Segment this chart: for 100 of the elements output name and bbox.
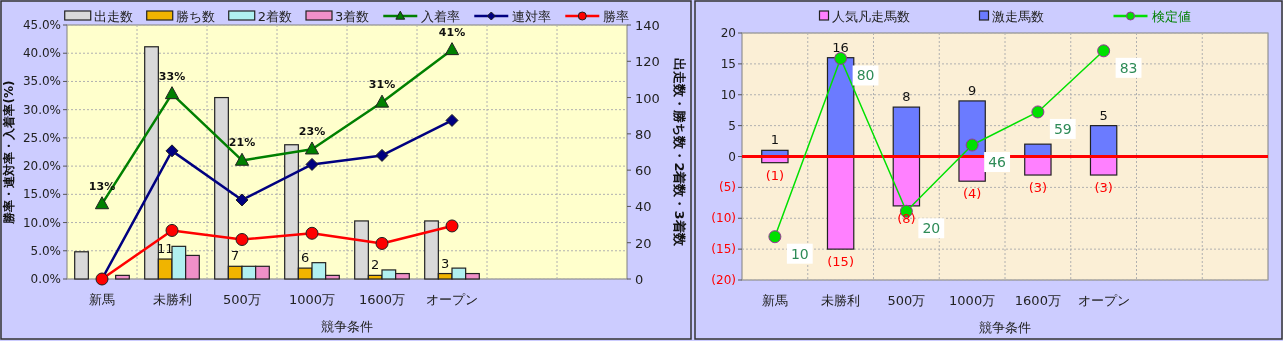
y-axis-title: 勝率・連対率・入着率(%) bbox=[2, 80, 16, 225]
data-label: (15) bbox=[827, 254, 854, 270]
data-label: 5 bbox=[1099, 107, 1108, 123]
data-label: 1 bbox=[770, 132, 780, 148]
y-tick-label: 30.0% bbox=[22, 102, 61, 117]
y-tick-label: 40.0% bbox=[22, 46, 61, 61]
point bbox=[165, 144, 179, 158]
legend-label: 連対率 bbox=[512, 9, 552, 24]
y2-tick-label: 100 bbox=[635, 90, 660, 106]
point bbox=[234, 152, 250, 166]
data-label: 7 bbox=[231, 248, 240, 264]
point bbox=[445, 113, 459, 127]
x-tick-label: 1600万 bbox=[358, 292, 406, 307]
data-label: 8 bbox=[902, 89, 911, 105]
data-label: 46 bbox=[988, 154, 1007, 171]
data-label: 41% bbox=[438, 25, 466, 39]
data-label: 3 bbox=[441, 255, 450, 271]
x-tick-label: 500万 bbox=[887, 293, 926, 308]
data-label: 31% bbox=[368, 78, 396, 92]
y-tick-label: (5) bbox=[719, 180, 736, 195]
x-tick-label: 未勝利 bbox=[821, 293, 861, 308]
point bbox=[164, 86, 180, 100]
legend-label: 勝ち数 bbox=[175, 9, 215, 24]
bar bbox=[892, 106, 921, 158]
point bbox=[235, 193, 249, 207]
y2-tick-label: 20 bbox=[635, 235, 652, 251]
data-label: (3) bbox=[1094, 180, 1113, 196]
data-label: (1) bbox=[765, 167, 785, 183]
legend-label: 勝率 bbox=[603, 9, 630, 24]
y2-tick-label: 140 bbox=[635, 18, 660, 33]
data-label: 16 bbox=[832, 39, 849, 55]
y-tick-label: 20.0% bbox=[22, 159, 61, 174]
y-tick-label: 0 bbox=[728, 149, 736, 164]
x-tick-label: オープン bbox=[426, 292, 478, 307]
point bbox=[305, 157, 319, 171]
legend-label: 人気凡走馬数 bbox=[831, 9, 910, 24]
x-tick-label: 1000万 bbox=[288, 292, 336, 307]
y2-tick-label: 60 bbox=[635, 163, 652, 179]
data-label: (4) bbox=[962, 186, 982, 202]
y-tick-label: 10.0% bbox=[22, 215, 61, 230]
data-label: 23% bbox=[298, 125, 326, 139]
legend-label: 出走数 bbox=[93, 9, 133, 24]
y-tick-label: 25.0% bbox=[22, 130, 61, 145]
bar bbox=[115, 274, 130, 280]
x-tick-label: 500万 bbox=[223, 292, 261, 307]
point bbox=[94, 196, 110, 210]
data-label: 59 bbox=[1053, 120, 1072, 137]
y-tick-label: (15) bbox=[711, 242, 736, 257]
y-tick-label: 20 bbox=[720, 26, 736, 40]
point bbox=[304, 141, 320, 155]
x-tick-label: 1600万 bbox=[1014, 293, 1061, 308]
x-tick-label: オープン bbox=[1077, 293, 1130, 308]
legend-label: 検定値 bbox=[1151, 9, 1191, 24]
point bbox=[375, 236, 389, 250]
bar bbox=[826, 155, 855, 250]
bar bbox=[1089, 125, 1118, 158]
data-label: 80 bbox=[856, 67, 875, 84]
x-axis-title: 競争条件 bbox=[979, 320, 1031, 335]
y2-tick-label: 40 bbox=[635, 199, 652, 215]
point bbox=[444, 42, 460, 56]
point bbox=[768, 230, 782, 244]
y-tick-label: 5 bbox=[728, 118, 736, 133]
data-label: (8) bbox=[897, 210, 916, 226]
data-label: 2 bbox=[371, 257, 380, 273]
legend-label: 激走馬数 bbox=[991, 9, 1044, 24]
y2-tick-label: 120 bbox=[635, 54, 660, 70]
point bbox=[1097, 44, 1111, 58]
x-tick-label: 新馬 bbox=[761, 293, 788, 308]
point bbox=[1031, 105, 1045, 119]
x-tick-label: 未勝利 bbox=[152, 292, 192, 307]
data-label: (3) bbox=[1028, 180, 1048, 196]
y-tick-label: 0.0% bbox=[30, 272, 61, 286]
point bbox=[375, 148, 389, 162]
x-tick-label: 新馬 bbox=[89, 292, 115, 307]
data-label: 83 bbox=[1119, 59, 1138, 76]
y2-tick-label: 80 bbox=[635, 126, 652, 142]
data-label: 33% bbox=[158, 69, 186, 83]
y-tick-label: 45.0% bbox=[22, 18, 61, 32]
data-label: 21% bbox=[228, 136, 256, 150]
point bbox=[165, 223, 179, 237]
bar bbox=[892, 155, 921, 207]
data-label: 10 bbox=[790, 245, 809, 262]
y-tick-label: 10 bbox=[720, 87, 736, 102]
point bbox=[305, 226, 319, 240]
y2-axis-title: 出走数・勝ち数・2着数・3着数 bbox=[672, 58, 687, 247]
y2-tick-label: 0 bbox=[635, 272, 644, 287]
point bbox=[834, 51, 848, 65]
point bbox=[445, 219, 459, 233]
x-axis-title: 競争条件 bbox=[321, 319, 373, 334]
data-label: 9 bbox=[967, 82, 977, 98]
legend-label: 3着数 bbox=[335, 9, 370, 24]
y-tick-label: 5.0% bbox=[30, 243, 61, 258]
legend-label: 入着率 bbox=[421, 9, 461, 24]
point bbox=[965, 138, 979, 152]
bar bbox=[74, 251, 89, 280]
point bbox=[374, 94, 390, 108]
y-tick-label: 15 bbox=[720, 56, 736, 71]
y-tick-label: (20) bbox=[711, 273, 736, 287]
y-tick-label: 35.0% bbox=[22, 74, 61, 89]
point bbox=[235, 232, 249, 246]
